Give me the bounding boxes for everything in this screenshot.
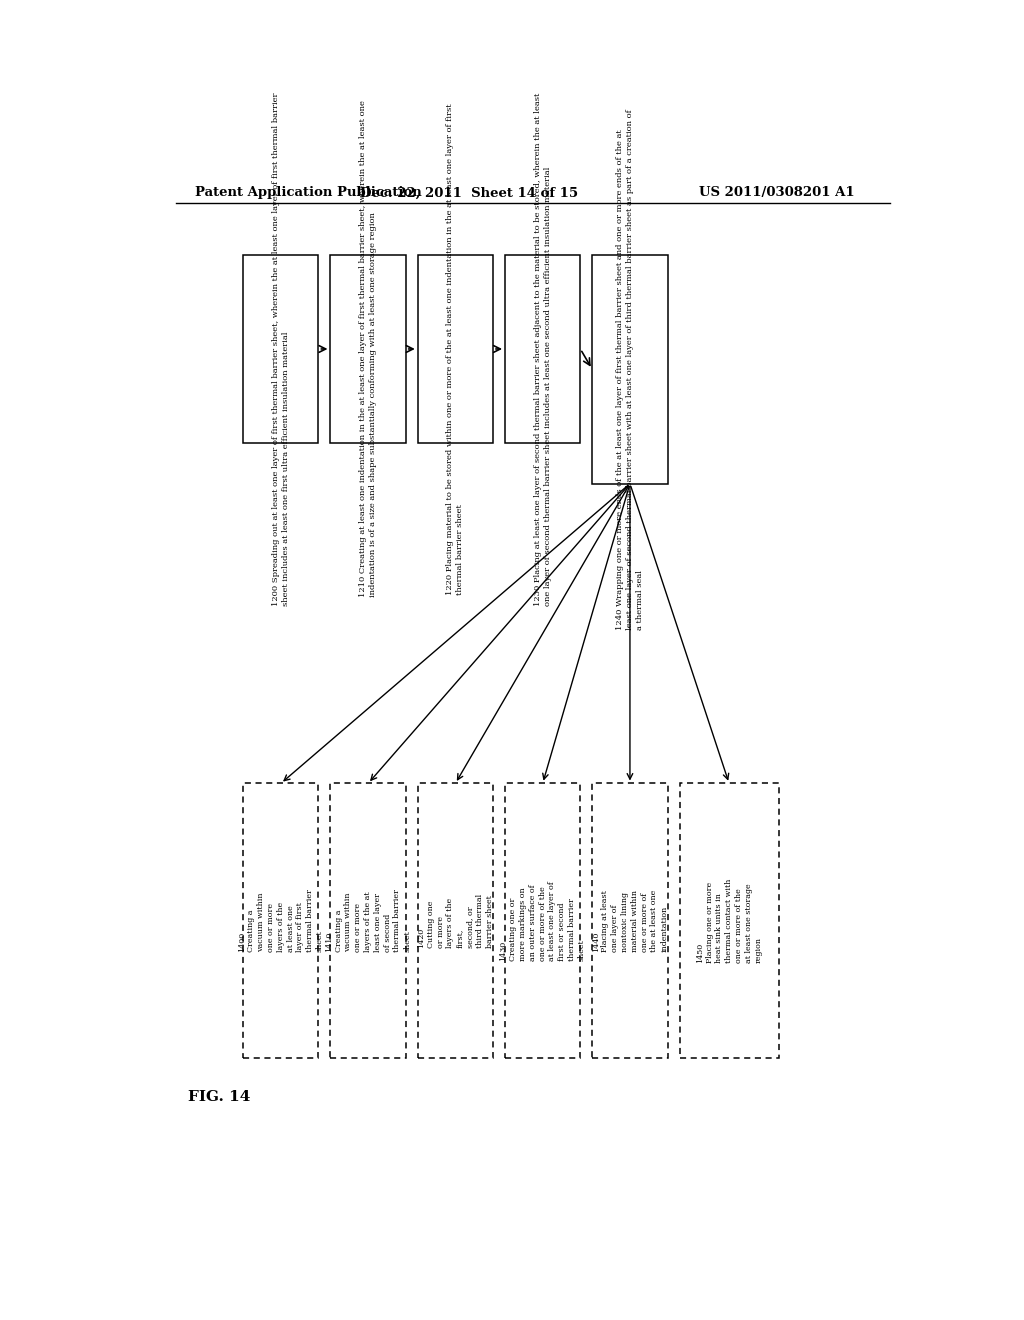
Text: 1410
Creating a
vacuum within
one or more
layers of the at
least one layer
of se: 1410 Creating a vacuum within one or mor…	[325, 890, 412, 952]
Bar	[418, 784, 494, 1057]
Text: 1200 Spreading out at least one layer of first thermal barrier sheet, wherein th: 1200 Spreading out at least one layer of…	[271, 92, 290, 606]
Text: 1220 Placing material to be stored within one or more of the at least one indent: 1220 Placing material to be stored withi…	[446, 103, 464, 595]
Text: Dec. 22, 2011  Sheet 14 of 15: Dec. 22, 2011 Sheet 14 of 15	[360, 186, 579, 199]
Text: Patent Application Publication: Patent Application Publication	[196, 186, 422, 199]
Bar	[243, 255, 318, 444]
Bar	[418, 255, 494, 444]
Bar	[505, 784, 581, 1057]
Bar	[331, 255, 406, 444]
Bar	[505, 255, 581, 444]
Text: 1210 Creating at least one indentation in the at least one layer of first therma: 1210 Creating at least one indentation i…	[359, 100, 377, 598]
Text: 1420
Cutting one
or more
layers of the
first,
second, or
third thermal
barrier s: 1420 Cutting one or more layers of the f…	[417, 894, 494, 948]
Text: 1430
Creating one or
more markings on
an outer surface of
one or more of the
at : 1430 Creating one or more markings on an…	[500, 880, 586, 961]
Bar	[243, 784, 318, 1057]
Bar	[680, 784, 779, 1057]
Text: 1450
Placing one or more
heat sink units in
thermal contact with
one or more of : 1450 Placing one or more heat sink units…	[695, 879, 763, 962]
Text: 1400
Creating a
vacuum within
one or more
layers of the
at least one
layer of fi: 1400 Creating a vacuum within one or mor…	[238, 890, 324, 952]
Text: 1230 Placing at least one layer of second thermal barrier sheet adjacent to the : 1230 Placing at least one layer of secon…	[534, 92, 552, 606]
Text: FIG. 14: FIG. 14	[187, 1089, 250, 1104]
Text: US 2011/0308201 A1: US 2011/0308201 A1	[698, 186, 854, 199]
Text: 1240 Wrapping one or more ends of the at least one layer of first thermal barrie: 1240 Wrapping one or more ends of the at…	[616, 110, 644, 630]
Text: 1440
Placing at least
one layer of
nontoxic lining
material within
one or more o: 1440 Placing at least one layer of nonto…	[592, 890, 669, 952]
Bar	[331, 784, 406, 1057]
Bar	[592, 784, 668, 1057]
Bar	[592, 255, 668, 483]
